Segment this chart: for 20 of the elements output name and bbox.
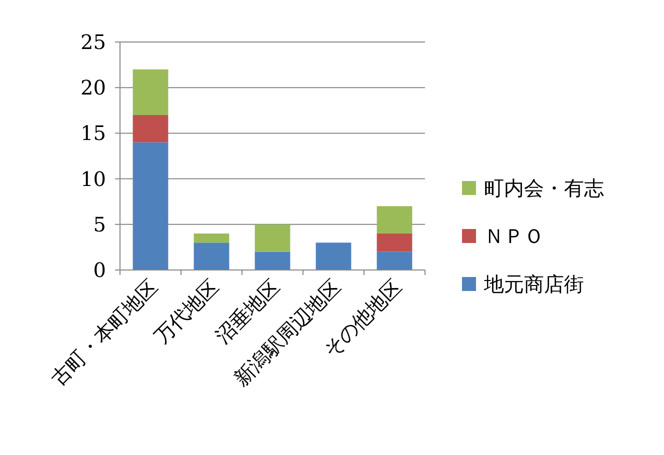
bar	[376, 234, 412, 252]
y-tick-label: 20	[80, 76, 106, 100]
legend-label: 町内会・有志	[484, 176, 604, 200]
bar	[254, 252, 290, 270]
legend-label: ＮＰＯ	[484, 224, 544, 248]
bar	[376, 206, 412, 234]
y-tick-label: 5	[93, 212, 106, 236]
bar	[254, 224, 290, 252]
y-tick-label: 0	[93, 258, 106, 282]
y-tick-label: 10	[80, 166, 106, 191]
bar	[194, 234, 230, 243]
bar	[132, 142, 168, 270]
bar	[376, 252, 412, 270]
y-tick-label: 25	[80, 30, 106, 54]
legend-label: 地元商店街	[483, 272, 584, 296]
bar	[132, 69, 168, 115]
bar	[194, 242, 230, 270]
bar	[132, 114, 168, 142]
bar	[316, 242, 352, 270]
y-tick-label: 15	[80, 121, 106, 146]
